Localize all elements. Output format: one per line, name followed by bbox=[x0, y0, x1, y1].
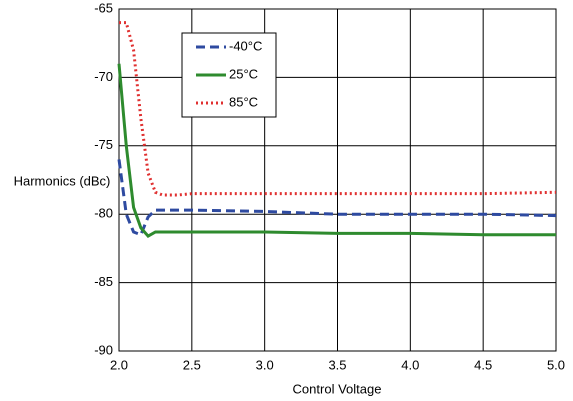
x-tick-label: 2.5 bbox=[183, 357, 201, 372]
x-tick-label: 5.0 bbox=[547, 357, 565, 372]
legend-label: 25°C bbox=[229, 66, 258, 81]
y-tick-label: -70 bbox=[94, 69, 113, 84]
series-line bbox=[117, 63, 556, 238]
x-tick-label: 4.5 bbox=[474, 357, 492, 372]
legend-label: 85°C bbox=[229, 94, 258, 109]
series-line bbox=[119, 21, 557, 197]
series-line bbox=[117, 159, 557, 237]
y-tick-label: -85 bbox=[94, 274, 113, 289]
legend-label: -40°C bbox=[229, 38, 262, 53]
x-tick-label: 2.0 bbox=[110, 357, 128, 372]
x-tick-label: 3.5 bbox=[328, 357, 346, 372]
y-tick-label: -80 bbox=[94, 206, 113, 221]
y-tick-label: -75 bbox=[94, 137, 113, 152]
y-axis-label: Harmonics (dBc) bbox=[14, 173, 111, 188]
y-tick-label: -65 bbox=[94, 0, 113, 15]
x-tick-label: 4.0 bbox=[401, 357, 419, 372]
y-tick-label: -90 bbox=[94, 342, 113, 357]
x-axis-label: Control Voltage bbox=[293, 381, 382, 396]
x-tick-label: 3.0 bbox=[256, 357, 274, 372]
